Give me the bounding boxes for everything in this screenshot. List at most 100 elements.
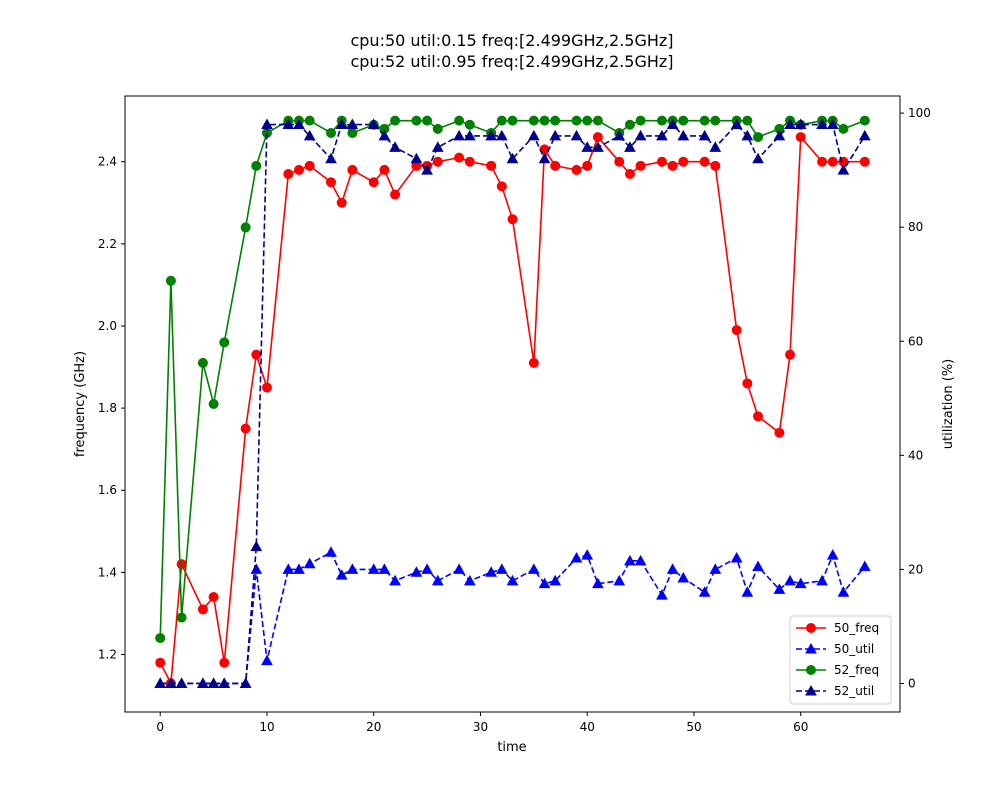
data-point-50_freq (283, 169, 294, 180)
data-point-52_freq (454, 115, 465, 126)
data-point-52_util (666, 118, 679, 130)
data-point-50_freq (464, 156, 475, 167)
y-right-tick-label: 100 (908, 106, 931, 120)
x-axis-label: time (497, 740, 526, 755)
data-point-52_util (367, 118, 380, 130)
data-point-52_util (613, 129, 626, 141)
data-point-52_util (293, 118, 305, 130)
data-point-52_util (506, 152, 519, 164)
x-tick-label: 10 (259, 720, 274, 734)
data-point-52_util (303, 129, 316, 141)
data-point-50_freq (379, 164, 390, 175)
data-point-50_util (389, 574, 401, 586)
y-left-tick-label: 1.6 (98, 483, 117, 497)
data-point-50_util (410, 566, 423, 577)
data-point-50_util (837, 586, 850, 597)
data-point-50_util (367, 563, 380, 574)
data-point-52_freq (304, 115, 315, 126)
data-point-52_util (741, 129, 754, 141)
data-point-50_freq (251, 349, 262, 360)
data-point-50_freq (368, 177, 379, 188)
data-point-50_util (592, 577, 604, 589)
data-point-50_freq (742, 378, 753, 389)
legend-label: 52_util (834, 684, 874, 698)
data-point-50_util (741, 586, 754, 597)
legend: 50_freq 50_util 52_freq 52_util (789, 615, 892, 705)
data-point-52_freq (155, 633, 166, 644)
data-point-50_freq (240, 423, 251, 434)
data-point-52_util (826, 118, 839, 130)
data-point-50_util (698, 586, 711, 597)
data-point-52_freq (592, 115, 603, 126)
data-point-52_util (528, 129, 540, 141)
data-point-52_freq (390, 115, 401, 126)
data-point-52_util (581, 141, 594, 152)
data-point-52_util (698, 129, 711, 141)
data-point-52_freq (347, 127, 358, 138)
data-point-52_util (495, 129, 508, 141)
data-point-52_freq (165, 275, 176, 286)
data-point-50_freq (624, 169, 635, 180)
data-point-52_freq (742, 115, 753, 126)
data-point-50_util (303, 557, 316, 569)
data-point-52_freq (422, 115, 433, 126)
chart-title-line-1: cpu:50 util:0.15 freq:[2.499GHz,2.5GHz] (350, 31, 673, 50)
data-point-52_util (346, 118, 359, 130)
data-point-52_freq (550, 115, 561, 126)
data-point-50_freq (795, 132, 806, 143)
data-point-52_util (335, 118, 348, 130)
data-point-50_freq (667, 160, 678, 171)
data-point-50_util (634, 554, 647, 566)
data-point-52_freq (251, 160, 262, 171)
data-point-52_util (592, 141, 604, 152)
data-point-52_freq (539, 115, 550, 126)
y-left-tick-label: 2.4 (98, 155, 117, 169)
data-point-52_freq (240, 222, 251, 233)
y-left-tick-label: 1.4 (98, 565, 117, 579)
data-point-50_util (378, 563, 391, 574)
y-right-tick-label: 20 (908, 562, 923, 576)
data-point-50_freq (454, 152, 465, 163)
data-point-50_util (656, 589, 668, 600)
data-point-52_util (389, 141, 401, 152)
data-point-52_util (282, 118, 295, 130)
y-axis-right-label: utilization (%) (941, 359, 956, 450)
data-point-50_util (858, 560, 871, 572)
data-point-52_freq (528, 115, 539, 126)
legend-label: 52_freq (834, 663, 879, 677)
series-52_util (154, 118, 871, 688)
data-point-50_freq (507, 214, 518, 225)
data-point-50_freq (197, 604, 208, 615)
data-point-50_util (485, 566, 497, 577)
data-point-52_util (463, 129, 476, 141)
legend-marker (806, 665, 816, 675)
data-point-52_freq (838, 123, 849, 134)
data-point-50_freq (432, 156, 443, 167)
data-point-52_util (709, 141, 722, 152)
data-point-52_util (431, 141, 444, 152)
data-point-52_util (165, 677, 177, 688)
data-point-52_util (656, 129, 668, 141)
data-point-52_util (218, 677, 231, 688)
legend-marker (805, 642, 817, 654)
data-point-50_freq (176, 559, 187, 570)
data-point-50_freq (710, 160, 721, 171)
data-point-50_freq (817, 156, 828, 167)
data-point-50_freq (304, 160, 315, 171)
x-tick-label: 50 (686, 720, 701, 734)
data-point-52_freq (710, 115, 721, 126)
data-point-52_util (207, 677, 220, 688)
y-right-tick-label: 0 (908, 676, 916, 690)
chart-title-line-2: cpu:52 util:0.95 freq:[2.499GHz,2.5GHz] (350, 52, 673, 71)
y-left-tick-label: 2.0 (98, 319, 117, 333)
data-point-50_util (816, 574, 828, 586)
data-point-50_freq (582, 160, 593, 171)
legend-item-52_freq: 52_freq (796, 663, 879, 677)
data-point-50_util (346, 563, 359, 574)
data-point-52_util (154, 677, 167, 688)
data-point-52_freq (582, 115, 593, 126)
data-point-50_util (677, 571, 690, 583)
data-point-50_util (752, 560, 764, 572)
y-left-tick-label: 2.2 (98, 237, 117, 251)
